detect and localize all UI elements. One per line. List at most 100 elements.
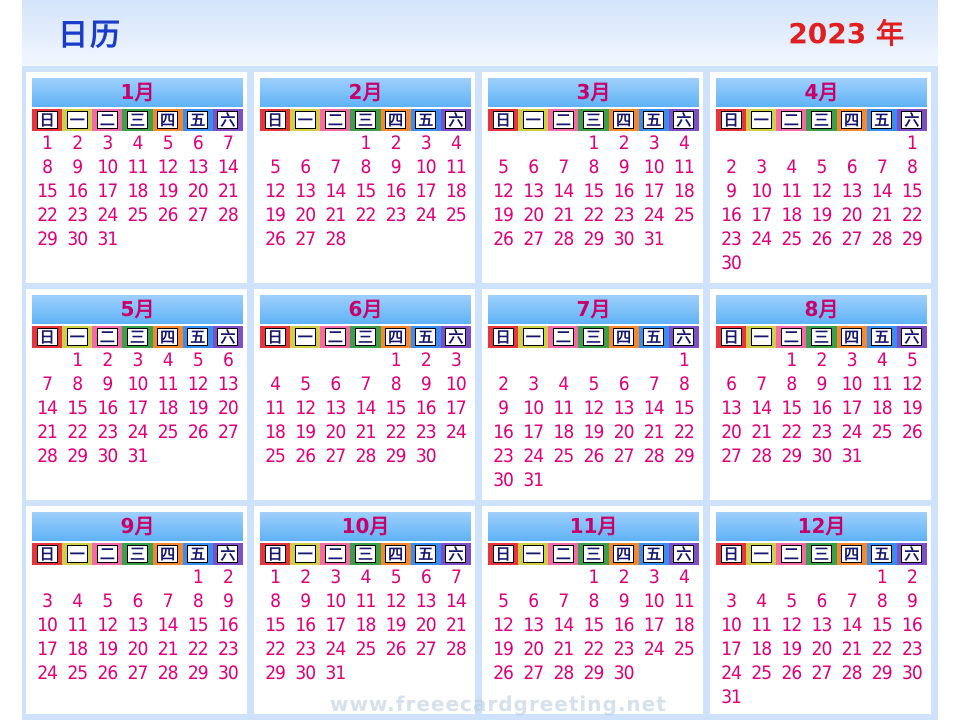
day-cell: 23 bbox=[902, 638, 923, 660]
month-block: 12月日一二三四五六 1 2 3 4 5 6 7 8 9 10 11 12 13 14 15 16 17 18 19 2… bbox=[710, 506, 931, 714]
day-cell: 18 bbox=[157, 397, 179, 419]
day-cell: 19 bbox=[187, 397, 209, 419]
day-cell: 11 bbox=[674, 156, 695, 178]
day-grid: 1 2 3 4 5 6 7 8 9 10 11 12 13 14 15 16 17 18 19 20 21 22 23 24 2… bbox=[488, 565, 699, 685]
day-empty bbox=[518, 131, 548, 155]
day-cell: 24 bbox=[643, 638, 665, 660]
day-cell: 29 bbox=[871, 662, 893, 684]
day-cell: 1 bbox=[678, 349, 690, 371]
day-cell: 14 bbox=[218, 156, 239, 178]
day-cell: 22 bbox=[265, 638, 286, 660]
weekday-cell: 日 bbox=[716, 543, 747, 565]
day-cell: 19 bbox=[97, 638, 118, 660]
day-cell: 4 bbox=[678, 566, 690, 588]
day-cell: 13 bbox=[325, 397, 346, 419]
month-title: 8月 bbox=[716, 295, 927, 324]
day-cell: 3 bbox=[528, 373, 539, 395]
day-cell: 20 bbox=[127, 638, 149, 660]
day-cell: 1 bbox=[786, 349, 797, 371]
day-cell: 18 bbox=[871, 397, 893, 419]
day-cell: 13 bbox=[187, 156, 209, 178]
weekday-cell: 一 bbox=[746, 109, 777, 131]
weekday-cell: 一 bbox=[62, 543, 93, 565]
day-cell: 4 bbox=[162, 349, 174, 371]
day-cell: 21 bbox=[157, 638, 179, 660]
day-cell: 12 bbox=[385, 590, 407, 612]
day-cell: 17 bbox=[643, 614, 665, 636]
day-cell: 27 bbox=[325, 445, 346, 467]
day-cell: 24 bbox=[721, 662, 742, 684]
day-empty bbox=[518, 348, 548, 372]
day-cell: 30 bbox=[415, 445, 437, 467]
weekday-cell: 一 bbox=[746, 326, 777, 348]
day-cell: 14 bbox=[553, 180, 574, 202]
day-cell: 23 bbox=[613, 204, 635, 226]
day-cell: 12 bbox=[97, 614, 118, 636]
month-title: 4月 bbox=[716, 78, 927, 107]
day-cell: 2 bbox=[420, 349, 432, 371]
weekday-cell: 五 bbox=[410, 109, 441, 131]
day-cell: 3 bbox=[648, 132, 660, 154]
day-cell: 11 bbox=[265, 397, 286, 419]
weekday-cell: 六 bbox=[440, 109, 471, 131]
day-empty bbox=[578, 348, 608, 372]
weekday-cell: 二 bbox=[320, 543, 351, 565]
day-cell: 14 bbox=[355, 397, 377, 419]
day-cell: 23 bbox=[385, 204, 407, 226]
day-empty bbox=[350, 348, 380, 372]
day-cell: 8 bbox=[192, 590, 204, 612]
day-cell: 12 bbox=[295, 397, 316, 419]
day-grid: 1 2 3 4 5 6 7 8 9 10 11 12 13 14 15 16 17 18 19 20 21 22 23 24 2… bbox=[260, 565, 471, 685]
day-cell: 9 bbox=[726, 180, 737, 202]
day-cell: 18 bbox=[127, 180, 149, 202]
weekday-cell: 日 bbox=[260, 109, 291, 131]
day-cell: 28 bbox=[553, 228, 574, 250]
day-cell: 14 bbox=[325, 180, 346, 202]
day-cell: 10 bbox=[97, 156, 118, 178]
day-cell: 21 bbox=[37, 421, 58, 443]
day-cell: 10 bbox=[127, 373, 149, 395]
weekday-cell: 六 bbox=[212, 543, 243, 565]
weekday-cell: 一 bbox=[290, 326, 321, 348]
month-title: 1月 bbox=[32, 78, 243, 107]
day-cell: 28 bbox=[871, 228, 893, 250]
day-cell: 9 bbox=[420, 373, 432, 395]
weekday-cell: 日 bbox=[716, 109, 747, 131]
day-cell: 4 bbox=[756, 590, 767, 612]
day-cell: 26 bbox=[493, 662, 514, 684]
weekday-cell: 二 bbox=[776, 543, 807, 565]
month-title: 9月 bbox=[32, 512, 243, 541]
day-cell: 29 bbox=[37, 228, 58, 250]
day-cell: 9 bbox=[390, 156, 402, 178]
day-cell: 27 bbox=[415, 638, 437, 660]
day-cell: 25 bbox=[553, 445, 574, 467]
day-cell: 27 bbox=[523, 662, 544, 684]
day-cell: 21 bbox=[643, 421, 665, 443]
day-cell: 18 bbox=[674, 614, 695, 636]
weekday-cell: 六 bbox=[440, 543, 471, 565]
day-cell: 15 bbox=[37, 180, 58, 202]
day-cell: 20 bbox=[811, 638, 833, 660]
month-block: 2月日一二三四五六 1 2 3 4 5 6 7 8 9 10 11 12 13 14 15 16 17 18 19 20… bbox=[254, 72, 475, 283]
weekday-row: 日一二三四五六 bbox=[716, 543, 927, 565]
day-cell: 19 bbox=[493, 638, 514, 660]
day-empty bbox=[806, 131, 836, 155]
day-cell: 20 bbox=[721, 421, 742, 443]
day-cell: 23 bbox=[415, 421, 437, 443]
day-cell: 26 bbox=[583, 445, 605, 467]
month-block: 7月日一二三四五六 1 2 3 4 5 6 7 8 9 10 11 12 13 14 15 16 17 18 19 20… bbox=[482, 289, 703, 500]
day-cell: 23 bbox=[811, 421, 833, 443]
day-cell: 19 bbox=[811, 204, 833, 226]
weekday-cell: 五 bbox=[866, 109, 897, 131]
day-cell: 2 bbox=[726, 156, 737, 178]
weekday-cell: 五 bbox=[182, 109, 213, 131]
day-cell: 25 bbox=[67, 662, 88, 684]
weekday-cell: 二 bbox=[548, 543, 579, 565]
weekday-cell: 六 bbox=[212, 326, 243, 348]
day-cell: 4 bbox=[270, 373, 281, 395]
day-cell: 6 bbox=[816, 590, 828, 612]
weekday-cell: 一 bbox=[290, 543, 321, 565]
day-cell: 5 bbox=[192, 349, 204, 371]
day-empty bbox=[716, 565, 746, 589]
day-cell: 19 bbox=[902, 397, 923, 419]
